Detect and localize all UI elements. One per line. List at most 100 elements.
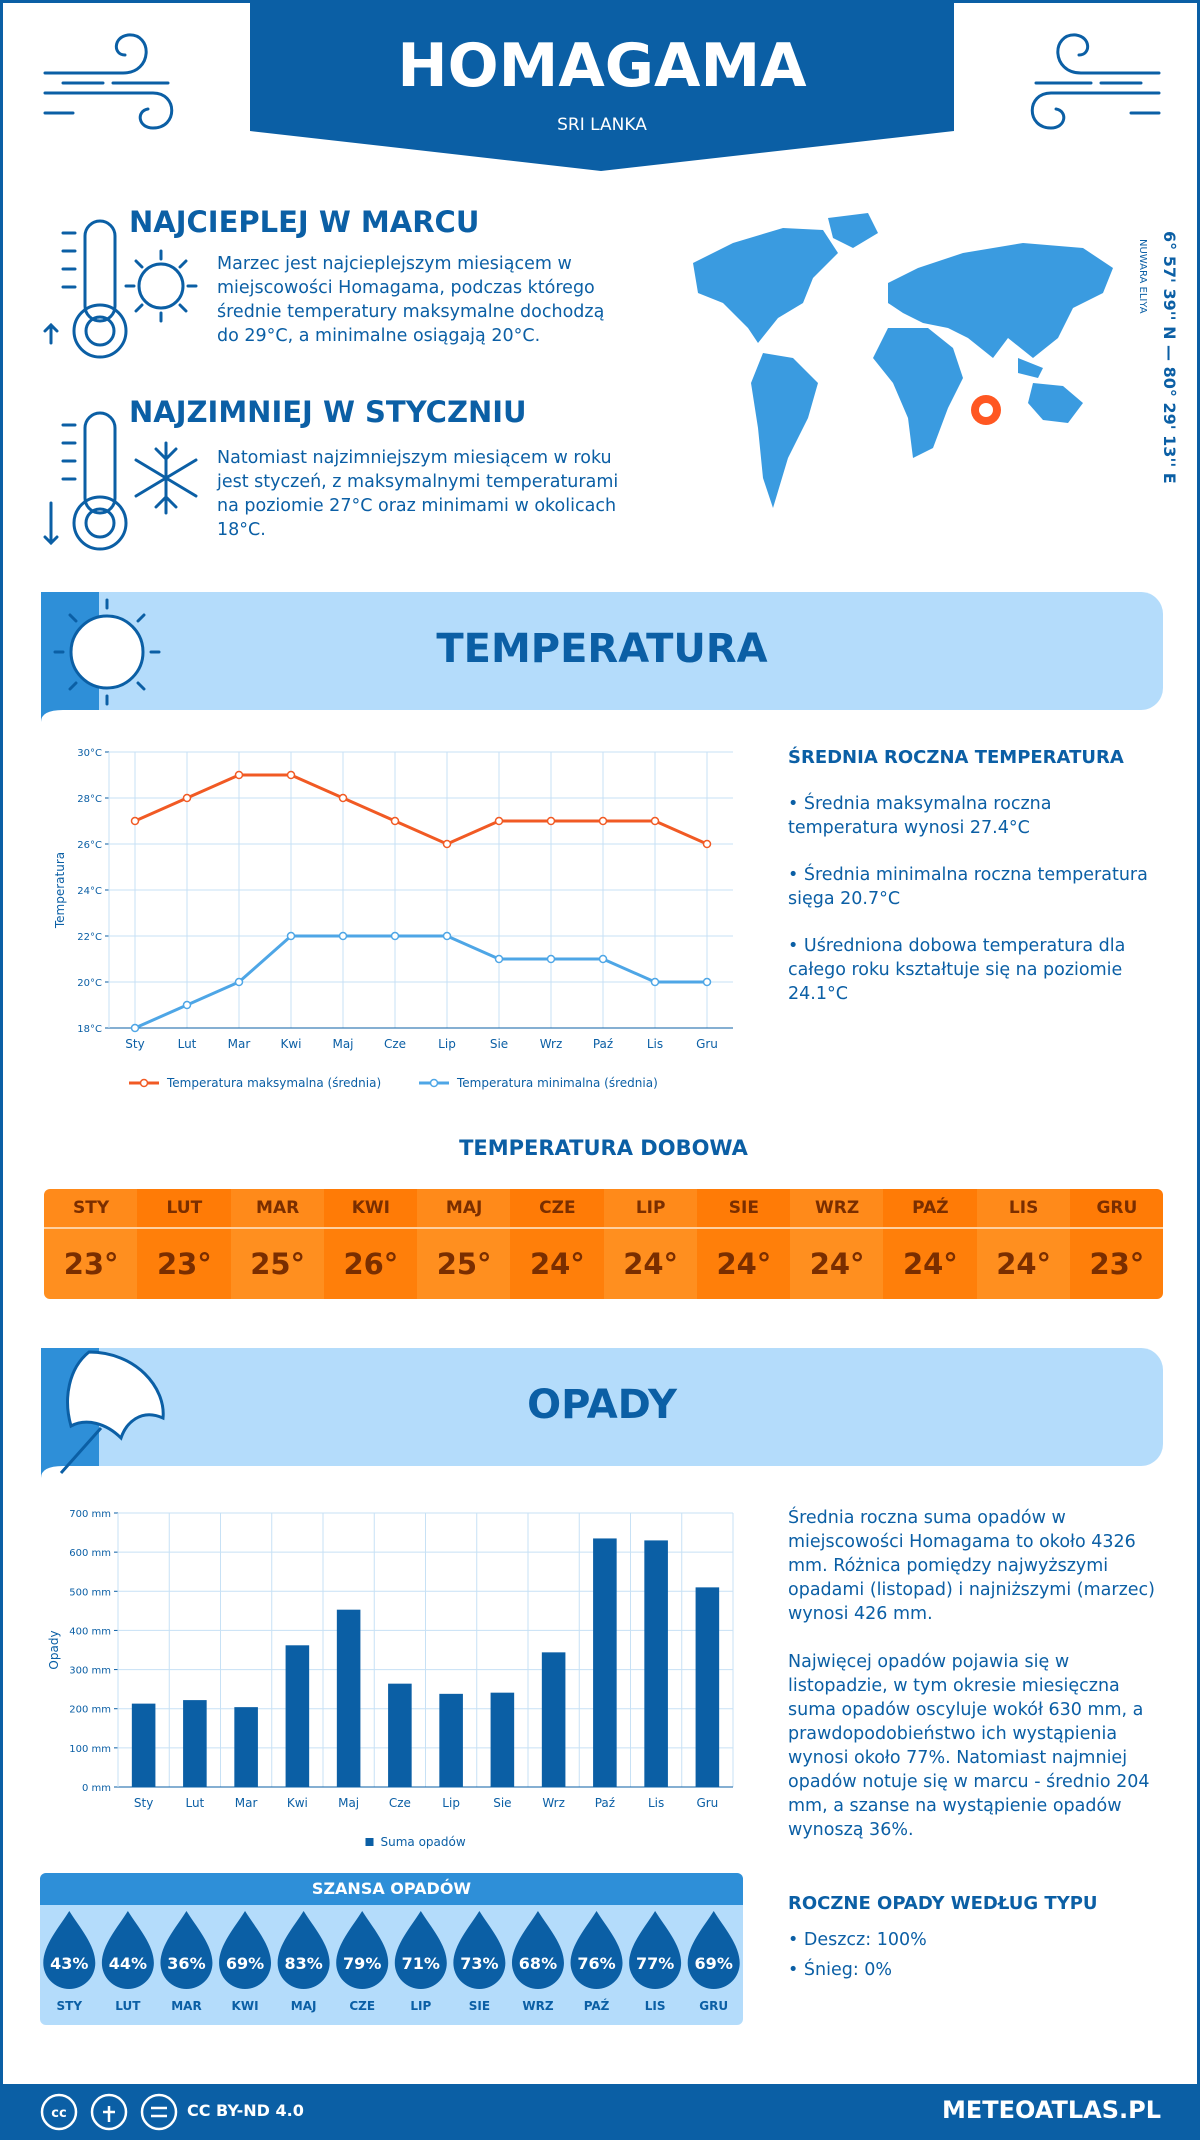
rain-drop	[336, 1911, 389, 1989]
daily-value: 26°	[323, 1229, 418, 1299]
x-tick-label: Sty	[134, 1796, 153, 1810]
point	[546, 954, 556, 964]
bar	[593, 1538, 617, 1787]
x-tick-label: Lut	[178, 1037, 197, 1051]
temperature-banner: TEMPERATURA	[41, 592, 1163, 710]
precipitation-type-title: ROCZNE OPADY WEDŁUG TYPU	[788, 1893, 1098, 1914]
y-tick-label: 24°C	[77, 886, 102, 897]
climate-icons	[43, 219, 198, 551]
warmest-title: NAJCIEPLEJ W MARCU	[129, 205, 480, 239]
x-tick-label: Wrz	[542, 1796, 565, 1810]
temperature-summary-title: ŚREDNIA ROCZNA TEMPERATURA	[788, 747, 1124, 768]
daily-value: 23°	[137, 1229, 232, 1299]
rain-chance-month: PAŹ	[584, 1998, 610, 2013]
svg-text:cc: cc	[51, 2106, 66, 2121]
site-name[interactable]: METEOATLAS.PL	[941, 2096, 1161, 2124]
point	[650, 977, 660, 987]
temperature-title: TEMPERATURA	[436, 626, 768, 672]
daily-value: 23°	[44, 1229, 139, 1299]
daily-temperature-table: STY 23° LUT 23° MAR 25° KWI 26° MAJ 25° CZE 24° LIP 2…	[44, 1189, 1163, 1299]
rain-chance-month: KWI	[232, 1999, 259, 2013]
rain-chance-value: 73%	[460, 1954, 498, 1973]
temperature-summary: • Średnia maksymalna roczna temperatura …	[788, 792, 1158, 1029]
point	[650, 816, 660, 826]
point	[130, 1023, 140, 1033]
legend-label: Suma opadów	[381, 1835, 466, 1849]
legend-marker	[139, 1078, 149, 1088]
rain-drop	[277, 1911, 330, 1989]
country-subtitle: SRI LANKA	[557, 115, 647, 135]
x-tick-label: Wrz	[540, 1037, 563, 1051]
legend-label: Temperatura minimalna (średnia)	[456, 1076, 658, 1090]
point	[494, 954, 504, 964]
daily-temperature-title: TEMPERATURA DOBOWA	[459, 1136, 748, 1160]
point	[390, 931, 400, 941]
rain-chance-month: STY	[57, 1999, 83, 2013]
point	[442, 839, 452, 849]
y-tick-label: 500 mm	[69, 1587, 111, 1598]
daily-month: MAJ	[417, 1189, 512, 1227]
rain-chance-value: 43%	[50, 1954, 88, 1973]
point	[182, 1000, 192, 1010]
rain-chance-title: SZANSA OPADÓW	[40, 1873, 743, 1905]
daily-value: 25°	[417, 1229, 512, 1299]
bar	[234, 1707, 258, 1787]
footer: cc CC BY-ND 4.0 METEOATLAS.PL	[3, 2084, 1197, 2137]
summary-item: • Uśredniona dobowa temperatura dla całe…	[788, 936, 1126, 1004]
license: CC BY-ND 4.0	[187, 2101, 304, 2120]
rain-chance-value: 77%	[636, 1954, 674, 1973]
rain-drop	[511, 1911, 564, 1989]
sun-icon	[41, 592, 161, 722]
rain-chance-month: CZE	[349, 1999, 375, 2013]
point	[390, 816, 400, 826]
line-series	[134, 773, 708, 846]
y-tick-label: 700 mm	[69, 1509, 111, 1520]
x-tick-label: Sie	[493, 1796, 511, 1810]
x-tick-label: Maj	[332, 1037, 353, 1051]
daily-value: 24°	[976, 1229, 1071, 1299]
daily-value: 24°	[790, 1229, 885, 1299]
point	[546, 816, 556, 826]
rain-chance-value: 44%	[109, 1954, 147, 1973]
x-tick-label: Paź	[593, 1037, 613, 1051]
daily-month: GRU	[1069, 1189, 1163, 1227]
precipitation-type-item: • Deszcz: 100%	[788, 1930, 927, 1950]
warmest-text: Marzec jest najcieplejszym miesiącem w m…	[217, 254, 605, 346]
point	[286, 770, 296, 780]
daily-value: 24°	[510, 1229, 605, 1299]
rain-drop	[629, 1911, 682, 1989]
x-tick-label: Lip	[438, 1037, 456, 1051]
x-tick-label: Paź	[595, 1796, 615, 1810]
rain-chance-value: 36%	[167, 1954, 205, 1973]
rain-drop	[43, 1911, 96, 1989]
rain-drop	[160, 1911, 213, 1989]
precipitation-paragraph: Najwięcej opadów pojawia się w listopadz…	[788, 1652, 1150, 1840]
rain-chance-month: SIE	[469, 1999, 490, 2013]
precipitation-banner: OPADY	[41, 1348, 1163, 1466]
rain-drop	[219, 1911, 272, 1989]
point	[234, 977, 244, 987]
point	[442, 931, 452, 941]
daily-month: LIP	[603, 1189, 698, 1227]
precipitation-chart: 0 mm 100 mm 200 mm 300 mm 400 mm 500 mm 600 mm…	[47, 1509, 734, 1849]
daily-value: 24°	[883, 1229, 978, 1299]
x-tick-label: Kwi	[287, 1796, 308, 1810]
point	[338, 931, 348, 941]
x-tick-label: Gru	[696, 1796, 718, 1810]
daily-month: LIS	[976, 1189, 1071, 1227]
summary-item: • Średnia minimalna roczna temperatura s…	[788, 865, 1148, 909]
daily-value: 24°	[603, 1229, 698, 1299]
rain-chance-value: 68%	[519, 1954, 557, 1973]
bar	[490, 1692, 515, 1787]
y-tick-label: 26°C	[77, 840, 102, 851]
rain-drop	[687, 1911, 740, 1989]
y-tick-label: 20°C	[77, 978, 102, 989]
rain-chance-month: MAR	[171, 1999, 201, 2013]
rain-drop	[394, 1911, 447, 1989]
legend-marker	[365, 1838, 374, 1846]
header-banner	[250, 3, 954, 171]
precipitation-title: OPADY	[527, 1382, 677, 1428]
precipitation-text: Średnia roczna suma opadów w miejscowośc…	[788, 1506, 1160, 1866]
x-tick-label: Cze	[384, 1037, 406, 1051]
bar	[131, 1703, 156, 1787]
